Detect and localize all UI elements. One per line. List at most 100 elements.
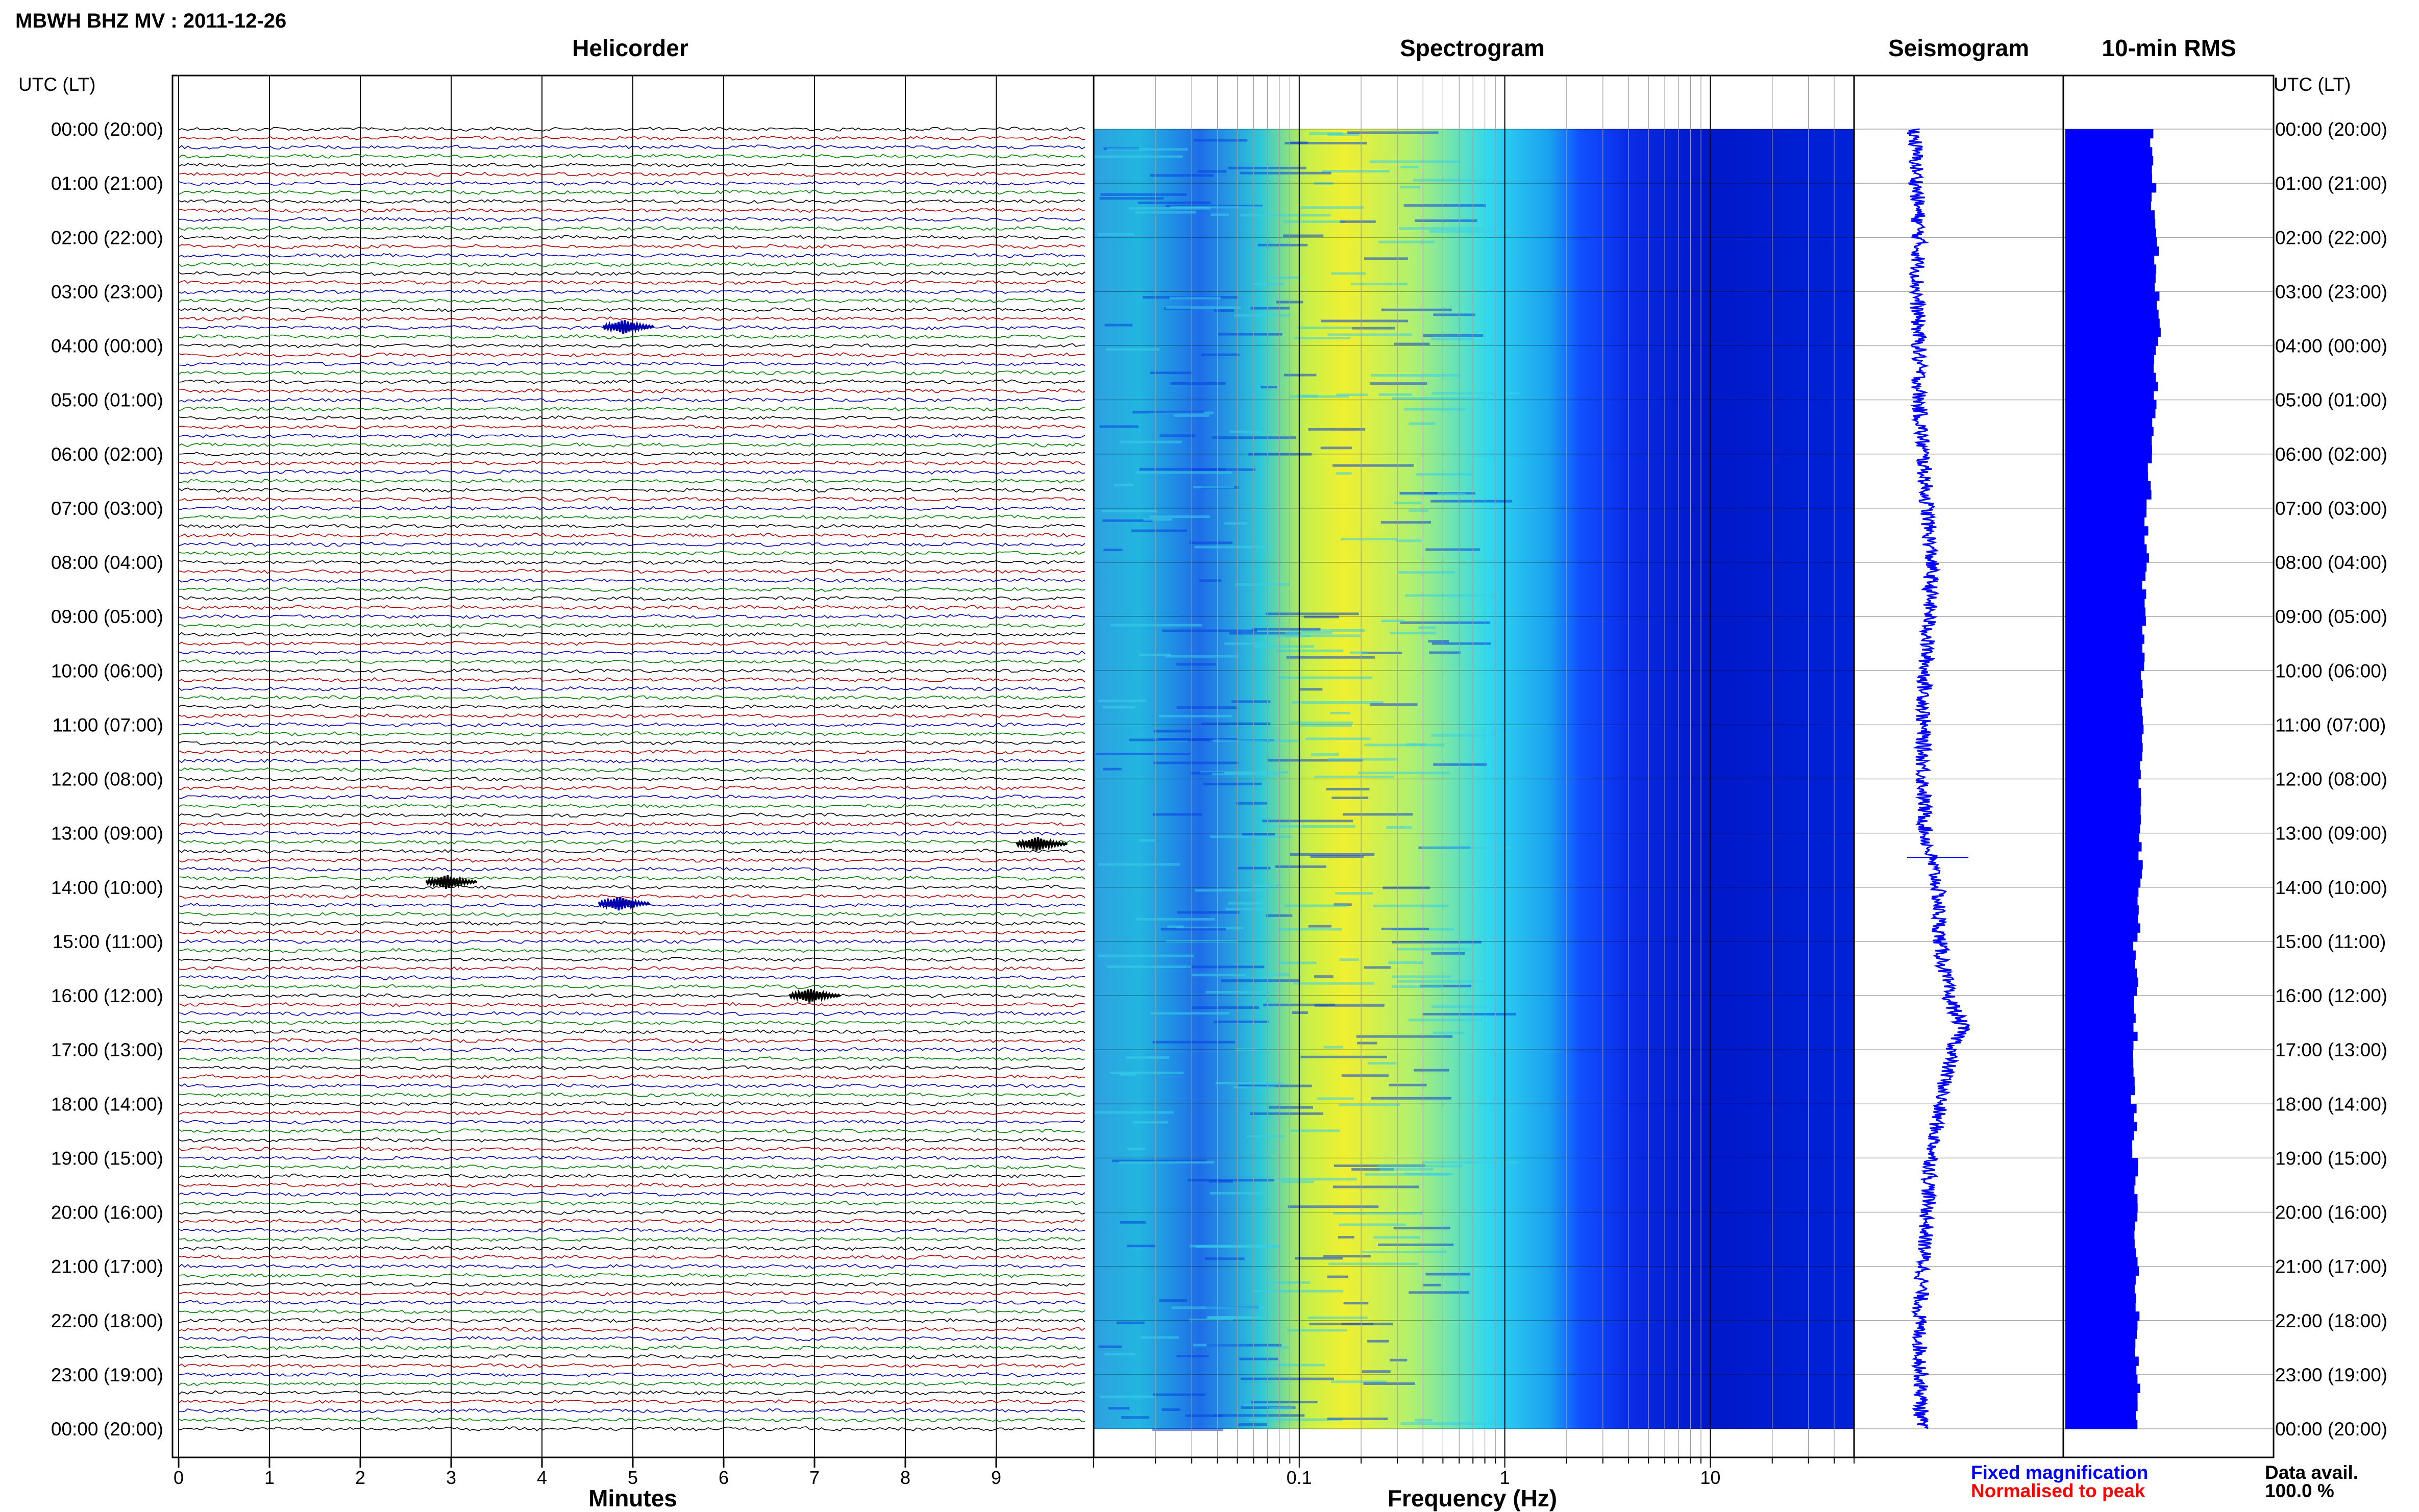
time-label-right: 14:00 (10:00) [2275, 877, 2387, 898]
spectrogram-streak [1431, 642, 1491, 645]
time-label-left: 00:00 (20:00) [51, 1419, 163, 1440]
spectrogram-streak [1330, 711, 1350, 714]
rms-bar [2065, 535, 2145, 545]
helicorder-trace [178, 171, 1085, 177]
time-label-left: 15:00 (11:00) [53, 931, 163, 952]
helicorder-traces [178, 127, 1085, 1432]
seismogram-line [1907, 128, 1971, 1429]
rms-bar [2065, 1374, 2138, 1384]
time-label-left: 03:00 (23:00) [51, 281, 163, 302]
rms-panel [2062, 75, 2275, 1458]
spectrogram-streak [1394, 342, 1430, 345]
rms-bar [2065, 526, 2149, 536]
rms-bar [2065, 598, 2145, 608]
spectrogram-streak [1377, 1164, 1463, 1168]
spectrogram-streak [1103, 549, 1123, 552]
time-label-left: 19:00 (15:00) [51, 1148, 163, 1169]
spectrogram-streak [1150, 515, 1210, 518]
rms-bar [2065, 1311, 2140, 1321]
rms-bar [2065, 1302, 2136, 1312]
spectrogram-streak [1208, 1180, 1233, 1183]
helicorder-trace [178, 189, 1085, 195]
rms-bar [2065, 508, 2146, 518]
helicorder-trace [178, 758, 1085, 764]
helicorder-trace [178, 866, 1085, 872]
rms-bar [2065, 1320, 2138, 1330]
rms-bar [2065, 779, 2139, 788]
spectrogram-streak [1314, 1004, 1385, 1007]
rms-bar [2065, 1230, 2135, 1240]
spectrogram-streak [1331, 272, 1366, 275]
helicorder-trace [178, 695, 1085, 701]
spectrogram-streak [1189, 1319, 1233, 1322]
rms-bar [2065, 228, 2156, 238]
helicorder-trace [178, 803, 1085, 809]
rms-bar [2065, 923, 2140, 933]
rms-bar [2065, 1248, 2136, 1258]
helicorder-trace [178, 334, 1085, 339]
helicorder-trace [178, 821, 1085, 827]
spectrogram-streak [1320, 319, 1409, 323]
time-label-right: 18:00 (14:00) [2275, 1094, 2387, 1114]
spectrogram-streak [1250, 307, 1290, 310]
spectrogram-streak [1170, 206, 1264, 209]
spectrogram-texture [1094, 131, 1520, 1431]
spectrogram-streak [1261, 386, 1277, 389]
spectrogram-streak [1176, 663, 1216, 666]
spectrogram-streak [1381, 619, 1405, 623]
helicorder-trace [178, 1164, 1085, 1170]
rms-frame [2062, 75, 2275, 1458]
spectrogram-streak [1159, 1299, 1187, 1302]
spectrogram-streak [1139, 468, 1226, 471]
rms-bar [2065, 797, 2141, 807]
spectrogram-streak [1205, 990, 1267, 994]
spectrogram-streak [1191, 974, 1246, 977]
time-axis-right: 00:00 (20:00) 01:00 (21:00) 02:00 (22:00) 0… [2275, 119, 2387, 1440]
spectrogram-streak [1120, 1221, 1146, 1224]
helicorder-trace [178, 578, 1085, 583]
helicorder-trace [178, 424, 1085, 430]
helicorder-tick-label: 7 [809, 1467, 820, 1488]
helicorder-trace [178, 1308, 1085, 1314]
spectrogram-tick-label: 1 [1500, 1467, 1510, 1488]
spectrogram-streak [1400, 621, 1490, 624]
spectrogram-streak [1433, 1031, 1465, 1034]
time-label-left: 08:00 (04:00) [51, 552, 163, 573]
spectrogram-streak [1266, 1364, 1325, 1367]
time-label-right: 21:00 (17:00) [2275, 1256, 2387, 1277]
spectrogram-streak [1288, 1205, 1379, 1208]
time-label-right: 10:00 (06:00) [2275, 660, 2387, 681]
spectrogram-streak [1400, 1422, 1494, 1425]
rms-bar [2065, 1366, 2137, 1375]
helicorder-trace [178, 1002, 1085, 1007]
spectrogram-streak [1367, 1062, 1397, 1065]
rms-bar [2065, 1050, 2133, 1059]
rms-bar [2065, 1158, 2138, 1168]
spectrogram-streak [1098, 700, 1146, 703]
spectrogram-streak [1285, 142, 1367, 144]
spectrogram-streak [1150, 371, 1192, 375]
spectrogram-streak [1327, 133, 1360, 136]
spectrogram-streak [1397, 980, 1484, 983]
spectrogram-streak [1251, 1401, 1318, 1404]
rms-bar [2065, 977, 2138, 987]
spectrogram-streak [1416, 473, 1473, 476]
helicorder-trace [178, 884, 1085, 890]
time-label-right: 01:00 (21:00) [2275, 173, 2387, 194]
helicorder-trace [178, 181, 1085, 186]
spectrogram-streak [1191, 1006, 1260, 1009]
rms-bar [2065, 318, 2160, 328]
spectrogram-streak [1243, 1404, 1277, 1407]
spectrogram-streak [1422, 1012, 1516, 1015]
spectrogram-streak [1116, 1321, 1145, 1324]
rms-bar [2065, 382, 2158, 391]
helicorder-trace [178, 1345, 1085, 1350]
time-label-left: 23:00 (19:00) [51, 1365, 163, 1385]
spectrogram-streak [1369, 160, 1461, 163]
spectrogram-streak [1215, 1082, 1283, 1084]
spectrogram-streak [1297, 394, 1318, 398]
spectrogram-streak [1221, 979, 1300, 982]
spectrogram-streak [1100, 1395, 1154, 1398]
time-label-right: 00:00 (20:00) [2275, 1419, 2387, 1440]
rms-bar [2065, 679, 2143, 689]
